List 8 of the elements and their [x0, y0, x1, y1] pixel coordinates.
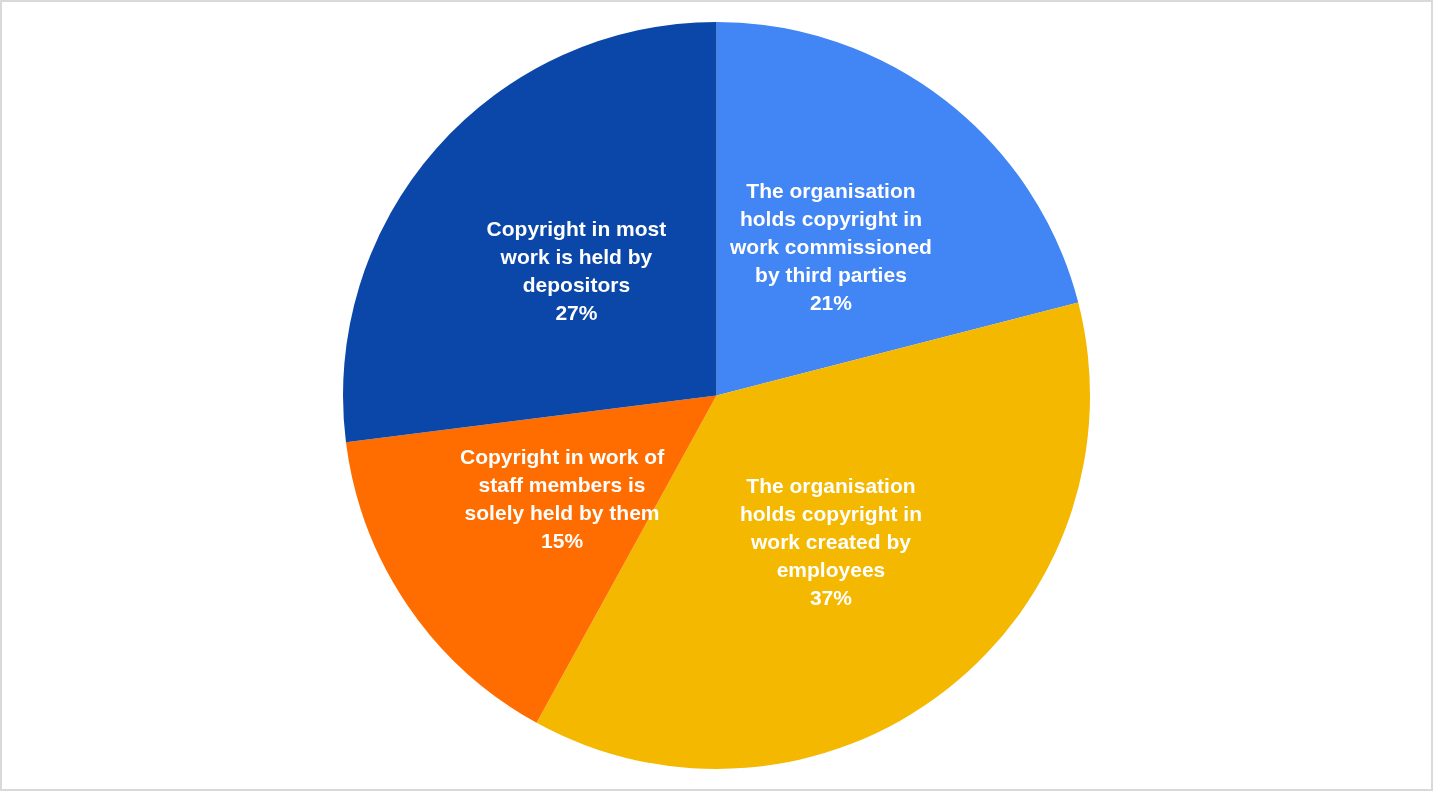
data-label: 21% — [809, 290, 853, 314]
slice-label: The organisation holds copyright in work created by employees — [739, 473, 922, 581]
slice-label: Copyright in most work is held by depositors — [486, 216, 667, 296]
data-label: 15% — [541, 529, 584, 553]
data-label: 27% — [555, 300, 598, 324]
slice-label: Copyright in work of staff members is solely held by them — [459, 445, 666, 525]
slice-label: The organisation holds copyright in work commissioned by third parties — [729, 178, 932, 286]
data-label: 37% — [809, 585, 853, 609]
